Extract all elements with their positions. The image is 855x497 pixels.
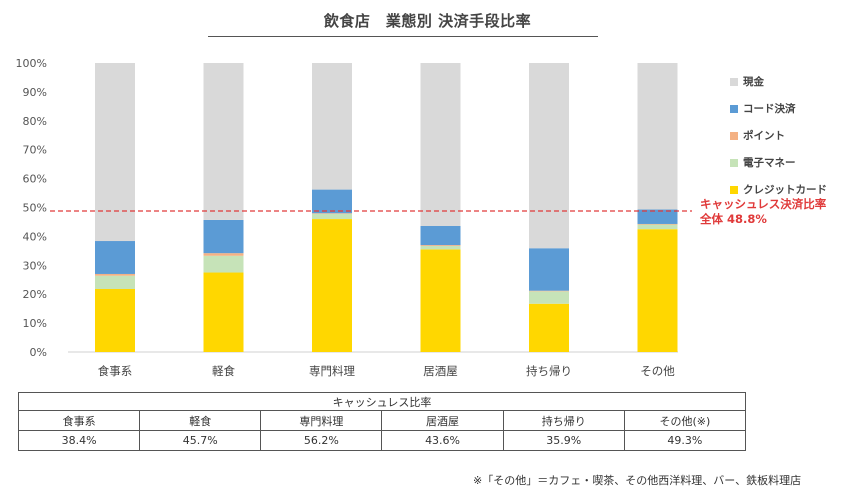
bar-segment [637, 224, 678, 230]
footnote: ※「その他」＝カフェ・喫茶、その他西洋料理、バー、鉄板料理店 [473, 474, 802, 487]
bar-segment [95, 273, 135, 276]
legend-item: ポイント [730, 122, 827, 149]
bar-segment [95, 288, 135, 352]
table-cell: 45.7% [139, 430, 262, 451]
table-col-header: 食事系 [17, 410, 141, 431]
chart-title: 飲食店 業態別 決済手段比率 [323, 12, 532, 30]
table-row-values: 38.4% 45.7% 56.2% 43.6% 35.9% 49.3% [17, 430, 747, 451]
bar-segment [95, 63, 135, 242]
bar-segment [529, 303, 569, 352]
y-tick-label: 0% [30, 346, 47, 359]
table-cell: 35.9% [502, 430, 625, 451]
bar-segment [203, 63, 244, 220]
x-tick-label: 食事系 [98, 364, 133, 378]
legend-item: 電子マネー [730, 149, 827, 176]
legend-item: コード決済 [730, 95, 827, 122]
table-col-header: 持ち帰り [502, 410, 625, 431]
legend-swatch [730, 131, 738, 140]
bar-segment [420, 245, 461, 246]
legend-swatch [730, 158, 738, 167]
bar-segment [529, 290, 569, 292]
title-underline [208, 36, 598, 37]
table-row-categories: 食事系 軽食 専門料理 居酒屋 持ち帰り その他(※) [17, 410, 747, 431]
bar-segment [95, 241, 135, 274]
bar-segment [637, 63, 678, 210]
y-tick-label: 60% [23, 173, 47, 186]
table-col-header: 居酒屋 [381, 410, 504, 431]
x-tick-label: 持ち帰り [526, 364, 572, 378]
stacked-bar-chart: 0% 10% 20% 30% 40% 50% 60% 70% 80% 90% 100% 食事系 軽食 専門… [16, 57, 692, 378]
cashless-ratio-table: キャッシュレス比率 食事系 軽食 専門料理 居酒屋 持ち帰り その他(※) 38… [17, 392, 747, 451]
bar-segment [203, 255, 244, 273]
bar-segment [637, 209, 678, 224]
y-tick-label: 80% [23, 115, 47, 128]
x-tick-label: 軽食 [212, 364, 235, 378]
bar-segment [420, 249, 461, 352]
bar-segment [312, 219, 352, 352]
bar-segment [420, 63, 461, 226]
table-col-header: 専門料理 [260, 410, 383, 431]
x-tick-label: その他 [640, 364, 675, 378]
legend-label: 電子マネー [743, 157, 796, 169]
bar-segment [203, 272, 244, 352]
bar-segment [529, 248, 569, 291]
x-tick-label: 専門料理 [309, 364, 355, 378]
legend-item: 現金 [730, 68, 827, 95]
bar-segment [312, 213, 352, 214]
reference-line-label: キャッシュレス決済比率 全体 48.8% [700, 197, 826, 227]
bar-segment [203, 219, 244, 254]
y-tick-label: 50% [23, 202, 47, 215]
bar-segment [420, 245, 461, 250]
legend-swatch [730, 77, 738, 86]
bar-segment [203, 253, 244, 256]
legend-swatch [730, 104, 738, 113]
y-tick-label: 100% [16, 57, 47, 70]
legend-label: 現金 [743, 76, 764, 88]
reference-line-label-line1: キャッシュレス決済比率 [700, 197, 827, 211]
bar-segment [95, 275, 135, 289]
bar-segment [312, 213, 352, 220]
y-tick-label: 10% [23, 317, 47, 330]
y-tick-label: 30% [23, 259, 47, 272]
y-tick-label: 40% [23, 230, 47, 243]
bar-segment [637, 223, 678, 225]
y-tick-label: 70% [23, 144, 47, 157]
table-col-header: 軽食 [139, 410, 262, 431]
y-tick-label: 90% [23, 86, 47, 99]
bar-segment [637, 229, 678, 352]
bar-segment [312, 189, 352, 214]
legend-label: クレジットカード [743, 184, 827, 196]
bar-segment [529, 63, 569, 249]
table-cell: 49.3% [623, 430, 747, 451]
bar-segment [529, 291, 569, 304]
legend-swatch [730, 185, 738, 194]
legend-label: コード決済 [743, 103, 796, 115]
table-cell: 56.2% [260, 430, 383, 451]
bar-segment [420, 225, 461, 246]
table-header: キャッシュレス比率 [18, 392, 746, 411]
table-col-header: その他(※) [623, 410, 747, 431]
legend-item: クレジットカード [730, 176, 827, 203]
legend-label: ポイント [743, 130, 785, 142]
bar-segment [312, 63, 352, 190]
y-tick-label: 20% [23, 288, 47, 301]
reference-line-label-line2: 全体 48.8% [700, 212, 767, 226]
table-cell: 38.4% [17, 430, 141, 451]
chart-legend: 現金コード決済ポイント電子マネークレジットカード [730, 68, 827, 203]
x-tick-label: 居酒屋 [423, 364, 458, 378]
table-cell: 43.6% [381, 430, 504, 451]
